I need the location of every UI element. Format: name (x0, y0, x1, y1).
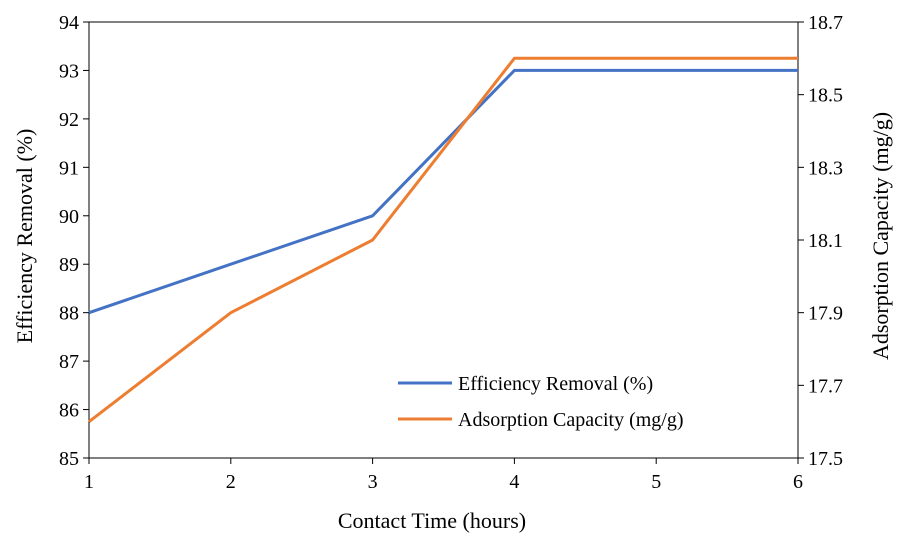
right-tick-label: 18.7 (808, 12, 843, 34)
right-tick-label: 18.1 (808, 230, 843, 252)
x-tick-label: 6 (793, 471, 803, 493)
right-tick-label: 18.5 (808, 85, 843, 107)
x-axis-title: Contact Time (hours) (338, 508, 526, 533)
right-tick-label: 18.3 (808, 157, 843, 179)
left-tick-label: 94 (59, 12, 79, 34)
right-tick-label: 17.7 (808, 375, 843, 397)
left-tick-label: 91 (59, 157, 79, 179)
right-tick-label: 17.9 (808, 303, 843, 325)
legend-label-efficiency: Efficiency Removal (%) (458, 373, 653, 395)
left-tick-label: 85 (59, 448, 79, 470)
left-tick-label: 92 (59, 109, 79, 131)
series-lines (88, 56, 798, 423)
left-tick-label: 93 (59, 60, 79, 82)
right-tick-label: 17.5 (808, 448, 843, 470)
plot-frame (88, 21, 799, 459)
right-y-axis: 17.5 17.7 17.9 18.1 18.3 18.5 18.7 (798, 12, 843, 470)
adsorption-capacity-line (88, 56, 798, 423)
left-tick-label: 88 (59, 303, 79, 325)
left-tick-label: 86 (59, 400, 79, 422)
x-tick-label: 5 (651, 471, 661, 493)
x-tick-label: 3 (368, 471, 378, 493)
efficiency-removal-line (88, 68, 798, 315)
legend-label-adsorption: Adsorption Capacity (mg/g) (458, 409, 684, 431)
x-axis: 1 2 3 4 5 6 (84, 458, 803, 493)
left-tick-label: 89 (59, 254, 79, 276)
x-tick-label: 4 (509, 471, 519, 493)
right-y-axis-title: Adsorption Capacity (mg/g) (868, 112, 893, 360)
left-tick-label: 90 (59, 206, 79, 228)
legend: Efficiency Removal (%) Adsorption Capaci… (398, 373, 684, 431)
plot-border (88, 21, 799, 459)
left-y-axis: 85 86 87 88 89 90 91 92 93 94 (59, 12, 89, 470)
left-y-axis-title: Efficiency Removal (%) (12, 129, 37, 344)
x-tick-label: 2 (226, 471, 236, 493)
left-tick-label: 87 (59, 351, 79, 373)
x-tick-label: 1 (84, 471, 94, 493)
